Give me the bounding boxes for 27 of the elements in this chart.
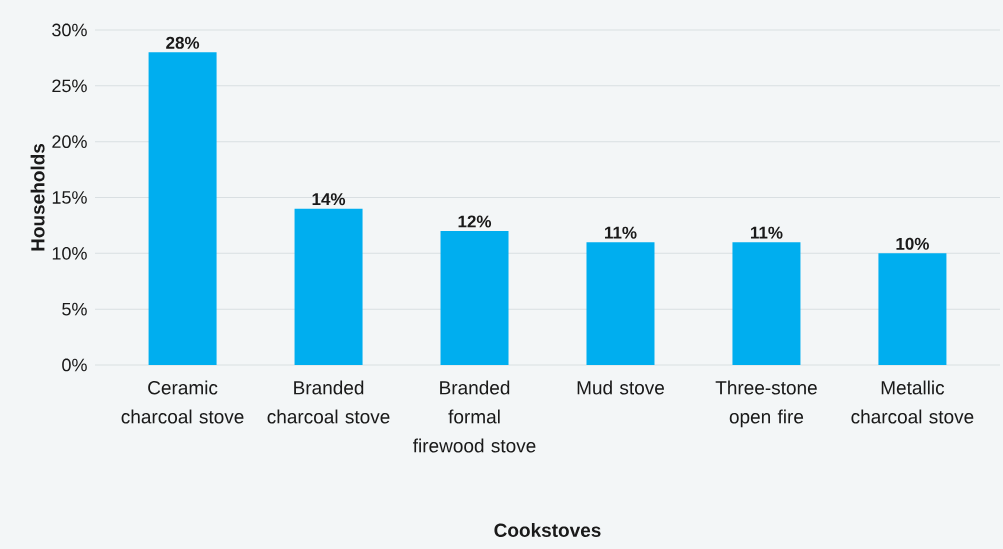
x-axis-title: Cookstoves: [494, 523, 601, 537]
x-tick-label: Ceramic charcoal stove: [121, 380, 244, 424]
y-tick-label: 10%: [52, 246, 87, 260]
x-tick-label: Branded formal firewood stove: [413, 380, 536, 453]
bar: [148, 52, 217, 365]
y-tick-label: 5%: [62, 302, 87, 316]
data-label: 11%: [605, 226, 637, 239]
bar: [732, 242, 801, 365]
data-label: 28%: [166, 36, 200, 49]
bar: [440, 231, 509, 365]
data-label: 10%: [896, 237, 929, 250]
data-label: 12%: [458, 215, 492, 228]
data-label: 11%: [750, 226, 783, 239]
bar: [586, 242, 655, 365]
y-axis-title: Households: [30, 143, 45, 251]
x-tick-label: Branded charcoal stove: [267, 380, 390, 424]
y-tick-label: 15%: [52, 191, 87, 204]
y-tick-label: 25%: [52, 79, 87, 93]
data-label: 14%: [312, 193, 346, 206]
bar: [294, 208, 363, 365]
x-tick-label: Three-stone open fire: [715, 380, 817, 428]
x-tick-label: Metallic charcoal stove: [851, 380, 974, 424]
y-tick-label: 30%: [52, 23, 87, 37]
x-tick-label: Mud stove: [577, 380, 664, 395]
y-tick-label: 20%: [52, 135, 87, 149]
y-tick-label: 0%: [62, 358, 87, 372]
bar: [878, 253, 947, 365]
